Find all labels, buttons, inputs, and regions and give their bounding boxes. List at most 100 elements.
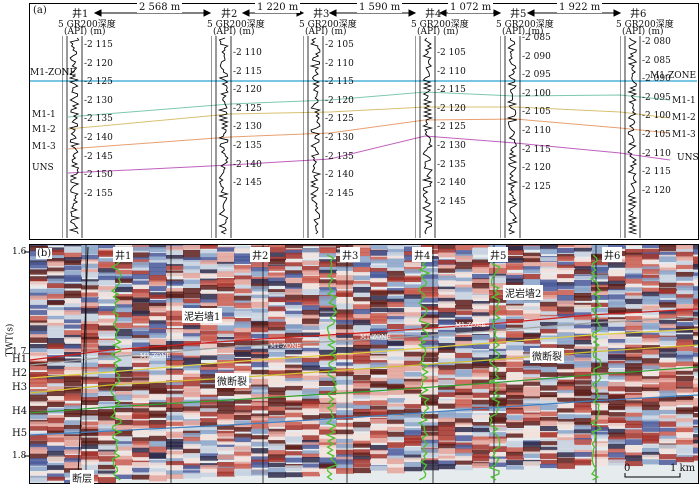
depth-label: -2 115 [522, 144, 551, 155]
left-label-uns: UNS [32, 163, 54, 173]
spacing-label-1: 2 568 m [137, 2, 183, 13]
horizon-label: H1 [10, 354, 30, 365]
depth-label: -2 090 [522, 51, 551, 62]
api-header: (API) (m) [305, 27, 347, 37]
api-header: (API) (m) [213, 27, 255, 37]
horizon-tag: M1-ZONE [140, 353, 171, 360]
api-header: (API) (m) [64, 27, 106, 37]
y-tick-1.7: 1.7 [12, 347, 27, 357]
right-label-m1-1: M1-1 [672, 96, 696, 106]
panel-a-label: (a) [33, 5, 47, 16]
seis-well-label: 井6 [602, 247, 623, 262]
depth-label: -2 115 [84, 40, 113, 50]
seis-well-label: 井3 [340, 247, 361, 262]
spacing-label-2: 1 220 m [255, 2, 301, 13]
scale-start: 0 [624, 463, 631, 474]
right-label-uns: UNS [677, 153, 699, 163]
left-label-m1-1: M1-1 [32, 110, 56, 120]
depth-label: -2 105 [325, 40, 354, 50]
horizon-tag: M1-ZONE [360, 334, 391, 341]
spacing-label-5: 1 922 m [557, 2, 603, 13]
depth-label: -2 125 [84, 77, 113, 88]
depth-label: -2 145 [84, 151, 113, 162]
horizon-label: H3 [10, 382, 30, 393]
gr-header: 5 GR200深度 [299, 20, 357, 30]
depth-label: -2 115 [325, 77, 354, 88]
depth-label: -2 125 [522, 181, 551, 192]
scale-end: 1 km [670, 463, 696, 474]
well-name: 井6 [630, 9, 647, 20]
depth-label: -2 100 [642, 111, 671, 122]
depth-label: -2 140 [84, 133, 113, 143]
gr-log-track [62, 36, 83, 238]
depth-label: -2 095 [642, 92, 671, 103]
depth-label: -2 120 [325, 95, 354, 106]
right-label-m1-2: M1-2 [672, 113, 696, 123]
depth-label: -2 155 [84, 188, 113, 199]
depth-label: -2 140 [325, 170, 354, 181]
depth-label: -2 080 [642, 37, 671, 47]
depth-label: -2 135 [233, 141, 262, 151]
well-name: 井4 [425, 9, 442, 20]
gr-header: 5 GR200深度 [496, 20, 554, 30]
depth-label: -2 135 [325, 151, 354, 162]
annotation-microfault-1: 微断裂 [215, 373, 249, 388]
depth-label: -2 125 [437, 122, 466, 133]
depth-label: -2 110 [325, 58, 354, 69]
y-tick-1.8: 1.8 [12, 451, 27, 461]
horizon-label: H2 [10, 368, 30, 379]
right-label-m1-3: M1-3 [672, 130, 696, 140]
panel-b: (b) [29, 244, 699, 484]
depth-label: -2 105 [437, 48, 466, 58]
seis-well-label: 井4 [412, 247, 433, 262]
left-label-m1-3: M1-3 [32, 142, 56, 152]
depth-label: -2 130 [233, 122, 262, 133]
gr-header: 5 GR200深度 [207, 20, 265, 30]
spacing-label-3: 1 590 m [357, 2, 403, 13]
annotation-microfault-2: 微断裂 [530, 348, 564, 363]
panel-b-label: (b) [36, 248, 53, 259]
annotation-mudwall2: 泥岩墙2 [503, 285, 544, 300]
depth-label: -2 110 [522, 126, 551, 136]
depth-label: -2 130 [84, 95, 113, 106]
depth-label: -2 145 [325, 188, 354, 199]
horizon-label: H5 [10, 428, 30, 439]
gr-header: 5 GR200深度 [411, 20, 469, 30]
depth-label: -2 110 [437, 66, 466, 77]
well-name: 井5 [510, 9, 527, 20]
depth-label: -2 120 [522, 163, 551, 174]
right-label-m1zone: M1-ZONE [650, 71, 697, 81]
left-label-m1zone: M1-ZONE [30, 68, 77, 78]
depth-label: -2 085 [642, 55, 671, 66]
depth-label: -2 125 [325, 114, 354, 125]
gr-log-track [500, 36, 521, 238]
depth-label: -2 100 [522, 88, 551, 99]
seis-well-label: 井2 [250, 247, 271, 262]
depth-label: -2 120 [233, 85, 262, 96]
depth-label: -2 105 [522, 107, 551, 118]
gr-log-track [303, 36, 324, 238]
depth-label: -2 120 [642, 185, 671, 196]
gr-log-track [415, 36, 436, 238]
seis-well-label: 井5 [488, 247, 509, 262]
depth-label: -2 145 [437, 196, 466, 207]
seis-well-label: 井1 [113, 247, 134, 262]
depth-label: -2 095 [522, 70, 551, 81]
seismic-section [30, 245, 698, 483]
y-tick-1.6: 1.6 [12, 247, 27, 257]
depth-label: -2 125 [233, 103, 262, 114]
well-name: 井3 [313, 9, 330, 20]
horizon-tag: M1-ZONE [455, 322, 486, 329]
depth-label: -2 115 [642, 167, 671, 178]
gr-log-track [211, 36, 232, 238]
depth-label: -2 120 [84, 58, 113, 69]
depth-label: -2 130 [437, 141, 466, 151]
depth-label: -2 110 [233, 48, 262, 58]
horizon-tag: M1-ZONE [270, 343, 301, 350]
depth-label: -2 105 [642, 130, 671, 140]
y-axis-title: TWT(s) [5, 323, 16, 357]
gr-header: 5 GR200深度 [58, 20, 116, 30]
depth-label: -2 090 [642, 74, 671, 85]
depth-label: -2 085 [522, 33, 551, 43]
api-header: (API) (m) [622, 27, 664, 37]
